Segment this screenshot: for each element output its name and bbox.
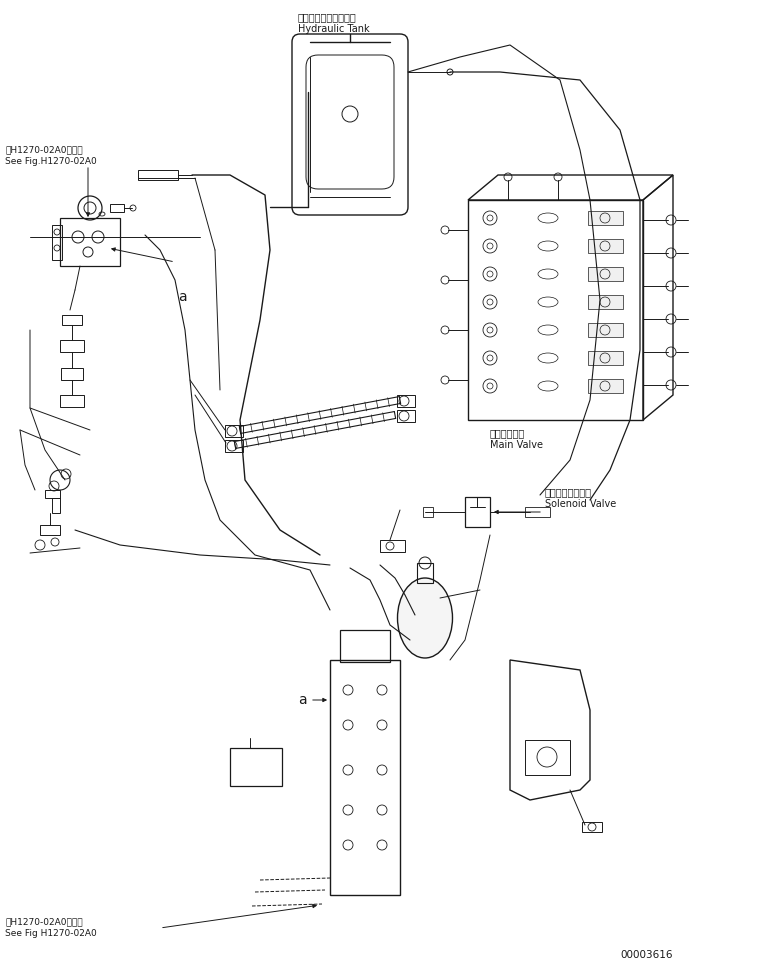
Bar — [225, 425, 243, 437]
Bar — [588, 351, 623, 365]
Bar — [468, 200, 643, 420]
Bar — [582, 822, 602, 832]
Bar — [340, 630, 390, 662]
Bar — [230, 748, 282, 786]
Text: ハイドロリックタンク: ハイドロリックタンク — [298, 12, 356, 22]
Bar — [62, 315, 82, 325]
Bar — [525, 740, 570, 775]
Text: 00003616: 00003616 — [620, 950, 673, 960]
Bar — [588, 295, 623, 309]
Text: a: a — [178, 290, 187, 304]
Text: Hydraulic Tank: Hydraulic Tank — [298, 24, 369, 34]
Bar — [380, 540, 405, 552]
Bar — [60, 218, 120, 266]
Text: 第H1270-02A0図参照: 第H1270-02A0図参照 — [5, 145, 83, 154]
Bar — [138, 170, 178, 180]
Bar — [40, 525, 60, 535]
Text: See Fig.H1270-02A0: See Fig.H1270-02A0 — [5, 157, 97, 166]
Bar — [61, 368, 83, 380]
Bar — [588, 239, 623, 253]
Bar — [52, 225, 62, 260]
Bar — [110, 204, 124, 212]
Bar — [60, 340, 84, 352]
Text: Solenoid Valve: Solenoid Valve — [545, 499, 616, 509]
Bar — [525, 507, 550, 517]
Bar — [423, 507, 433, 517]
Bar — [588, 267, 623, 281]
Bar — [417, 563, 433, 583]
Bar — [588, 323, 623, 337]
Ellipse shape — [397, 578, 452, 658]
Text: ソレノイドバルブ: ソレノイドバルブ — [545, 487, 592, 497]
Bar — [52, 498, 60, 513]
Bar — [588, 211, 623, 225]
Bar — [397, 395, 415, 407]
Bar — [465, 497, 490, 527]
Bar — [330, 660, 400, 895]
Bar — [225, 440, 243, 452]
Text: See Fig H1270-02A0: See Fig H1270-02A0 — [5, 929, 97, 938]
Text: a: a — [298, 693, 306, 707]
Text: 第H1270-02A0図参照: 第H1270-02A0図参照 — [5, 917, 83, 926]
Bar — [588, 379, 623, 393]
Bar — [397, 410, 415, 422]
Text: Main Valve: Main Valve — [490, 440, 543, 450]
Bar — [60, 395, 84, 407]
Text: メインバルブ: メインバルブ — [490, 428, 525, 438]
Bar — [45, 490, 60, 498]
